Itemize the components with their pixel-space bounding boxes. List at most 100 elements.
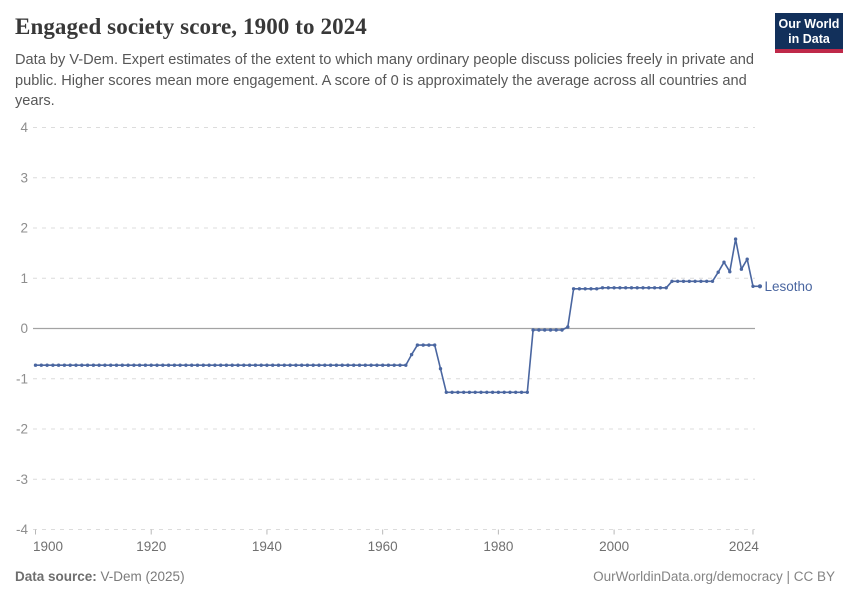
x-tick-label: 1920: [136, 539, 166, 554]
data-point: [641, 286, 645, 290]
credit-link[interactable]: OurWorldinData.org/democracy | CC BY: [593, 569, 835, 584]
data-point: [56, 363, 61, 367]
data-point: [213, 363, 217, 367]
data-point: [624, 286, 628, 290]
data-point: [271, 363, 275, 367]
data-point: [733, 237, 738, 241]
data-point: [195, 363, 200, 367]
data-point: [537, 328, 541, 332]
data-point: [253, 363, 258, 367]
owid-logo-line1: Our World: [778, 17, 840, 31]
data-point: [363, 363, 367, 367]
data-point: [635, 286, 639, 290]
x-tick-label: 2000: [599, 539, 629, 554]
data-point: [479, 390, 483, 394]
y-tick-label: 0: [20, 321, 28, 336]
data-point: [606, 286, 610, 290]
y-tick-label: -2: [16, 422, 28, 437]
data-point: [664, 286, 668, 290]
data-point: [699, 279, 703, 283]
data-point: [230, 363, 234, 367]
data-point: [525, 390, 529, 394]
y-tick-label: -4: [16, 522, 28, 537]
data-point: [247, 363, 252, 367]
data-point: [190, 363, 194, 367]
data-point: [80, 363, 84, 367]
data-point: [670, 279, 674, 283]
data-point: [45, 363, 49, 367]
data-point: [172, 363, 177, 367]
data-point: [456, 390, 460, 394]
x-tick-label: 1940: [252, 539, 282, 554]
y-tick-label: -1: [16, 371, 28, 386]
data-point: [658, 286, 663, 290]
data-point: [178, 363, 182, 367]
data-point: [282, 363, 286, 367]
data-point: [728, 270, 732, 274]
data-point: [97, 363, 101, 367]
data-point: [317, 363, 321, 367]
series-line[interactable]: [34, 238, 754, 394]
data-point: [687, 279, 691, 283]
data-point: [473, 390, 477, 394]
data-point: [595, 287, 599, 291]
data-point: [647, 286, 651, 290]
data-point: [323, 363, 327, 367]
data-point: [508, 390, 512, 394]
data-point: [340, 363, 344, 367]
x-tick-label: 2024: [729, 539, 760, 554]
data-point: [485, 390, 489, 394]
data-point: [462, 390, 466, 394]
x-tick-label: 1980: [483, 539, 513, 554]
y-tick-label: 2: [20, 221, 28, 236]
data-point: [589, 287, 593, 291]
data-point: [710, 279, 715, 283]
data-point: [577, 287, 582, 291]
data-point: [68, 363, 72, 367]
data-point: [693, 279, 697, 283]
data-point: [294, 363, 298, 367]
data-source-note: Data source: V-Dem (2025): [15, 569, 185, 584]
y-tick-label: 4: [20, 120, 28, 135]
data-point: [560, 328, 564, 332]
data-point: [681, 279, 686, 283]
data-source-value: V-Dem (2025): [96, 569, 185, 584]
data-point: [676, 279, 680, 283]
data-point: [149, 363, 153, 367]
data-point: [334, 363, 339, 367]
data-point: [519, 390, 524, 394]
data-point: [132, 363, 136, 367]
data-point: [381, 363, 385, 367]
data-point: [375, 363, 379, 367]
data-point: [745, 257, 749, 261]
owid-logo[interactable]: Our World in Data: [775, 13, 843, 53]
data-point: [705, 279, 709, 283]
data-point: [103, 363, 107, 367]
data-point: [207, 363, 211, 367]
data-point: [450, 390, 454, 394]
series-label[interactable]: Lesotho: [764, 279, 812, 294]
data-point: [716, 270, 720, 274]
data-point: [224, 363, 229, 367]
owid-logo-line2: in Data: [788, 31, 830, 46]
data-point: [201, 363, 205, 367]
data-point: [583, 287, 587, 291]
data-point: [311, 363, 315, 367]
data-point: [369, 363, 373, 367]
data-point: [739, 267, 744, 271]
data-point: [433, 343, 437, 347]
data-point: [438, 367, 443, 371]
data-point: [346, 363, 350, 367]
data-point: [421, 343, 425, 347]
data-point: [531, 328, 535, 332]
data-point: [300, 363, 304, 367]
data-point: [618, 286, 622, 290]
chart-subtitle: Data by V-Dem. Expert estimates of the e…: [15, 52, 754, 110]
page-title: Engaged society score, 1900 to 2024: [15, 14, 367, 39]
data-point: [184, 363, 188, 367]
data-point: [566, 325, 570, 329]
data-point: [265, 363, 269, 367]
data-point: [612, 286, 616, 290]
data-point: [120, 363, 125, 367]
